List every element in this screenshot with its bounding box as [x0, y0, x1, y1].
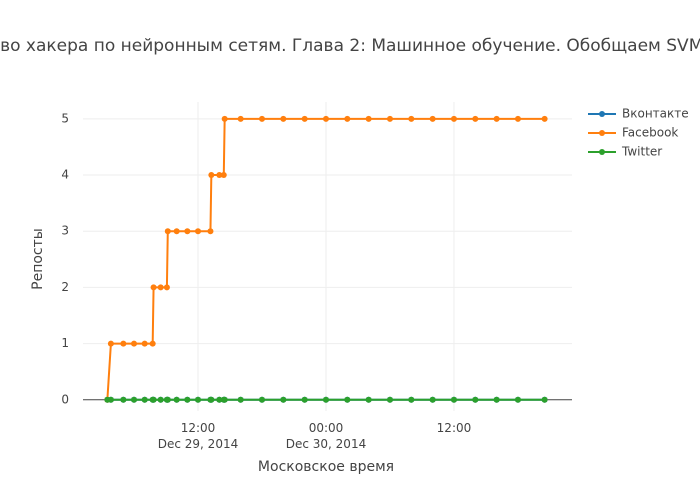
data-point: [184, 228, 191, 235]
data-point: [208, 396, 215, 403]
y-tick-label: 0: [61, 392, 69, 406]
data-point: [280, 115, 287, 122]
y-tick-label: 5: [61, 111, 69, 125]
data-point: [237, 115, 244, 122]
data-point: [150, 396, 157, 403]
x-tick-label: 12:00: [437, 421, 472, 435]
data-point: [173, 228, 180, 235]
data-point: [344, 396, 351, 403]
y-tick-label: 3: [61, 224, 69, 238]
data-point: [344, 115, 351, 122]
data-point: [301, 115, 308, 122]
x-tick-label: 00:00 Dec 30, 2014: [286, 421, 366, 451]
data-point: [386, 396, 393, 403]
data-point: [386, 115, 393, 122]
data-point: [429, 396, 436, 403]
data-point: [365, 396, 372, 403]
y-axis-title: Репосты: [30, 228, 46, 290]
data-point: [408, 396, 415, 403]
data-point: [220, 172, 227, 179]
data-point: [541, 115, 548, 122]
legend-swatch: [599, 111, 605, 117]
data-point: [408, 115, 415, 122]
data-point: [131, 396, 138, 403]
data-point: [472, 115, 479, 122]
data-point: [195, 228, 202, 235]
data-point: [493, 115, 500, 122]
data-point: [141, 396, 148, 403]
data-point: [195, 396, 202, 403]
data-point: [163, 284, 170, 291]
data-point: [221, 396, 228, 403]
data-point: [173, 396, 180, 403]
data-point: [184, 396, 191, 403]
data-point: [237, 396, 244, 403]
y-tick-label: 2: [61, 280, 69, 294]
data-point: [472, 396, 479, 403]
data-point: [141, 340, 148, 347]
data-point: [365, 115, 372, 122]
legend-label: Вконтакте: [622, 107, 689, 121]
data-point: [157, 396, 164, 403]
data-point: [280, 396, 287, 403]
legend-label: Facebook: [622, 126, 678, 140]
legend-label: Twitter: [621, 145, 662, 159]
x-axis-title: Московское время: [258, 459, 394, 475]
data-point: [514, 115, 521, 122]
data-point: [221, 115, 228, 122]
data-point: [207, 228, 214, 235]
data-point: [216, 396, 223, 403]
x-tick-label: 12:00 Dec 29, 2014: [158, 421, 238, 451]
y-tick-label: 1: [61, 336, 69, 350]
data-point: [107, 396, 114, 403]
data-point: [450, 396, 457, 403]
data-point: [107, 340, 114, 347]
legend-swatch: [599, 149, 605, 155]
data-point: [216, 172, 223, 179]
data-point: [150, 284, 157, 291]
y-tick-label: 4: [61, 168, 69, 182]
data-point: [157, 284, 164, 291]
data-point: [450, 115, 457, 122]
data-point: [301, 396, 308, 403]
data-point: [322, 396, 329, 403]
data-point: [429, 115, 436, 122]
data-point: [322, 115, 329, 122]
data-point: [258, 115, 265, 122]
data-point: [541, 396, 548, 403]
data-point: [514, 396, 521, 403]
data-point: [164, 396, 171, 403]
data-point: [208, 172, 215, 179]
legend-swatch: [599, 130, 605, 136]
data-point: [120, 396, 127, 403]
data-point: [120, 340, 127, 347]
data-point: [131, 340, 138, 347]
data-point: [164, 228, 171, 235]
data-point: [493, 396, 500, 403]
chart-title: дство хакера по нейронным сетям. Глава 2…: [0, 36, 700, 56]
data-point: [149, 340, 156, 347]
data-point: [258, 396, 265, 403]
